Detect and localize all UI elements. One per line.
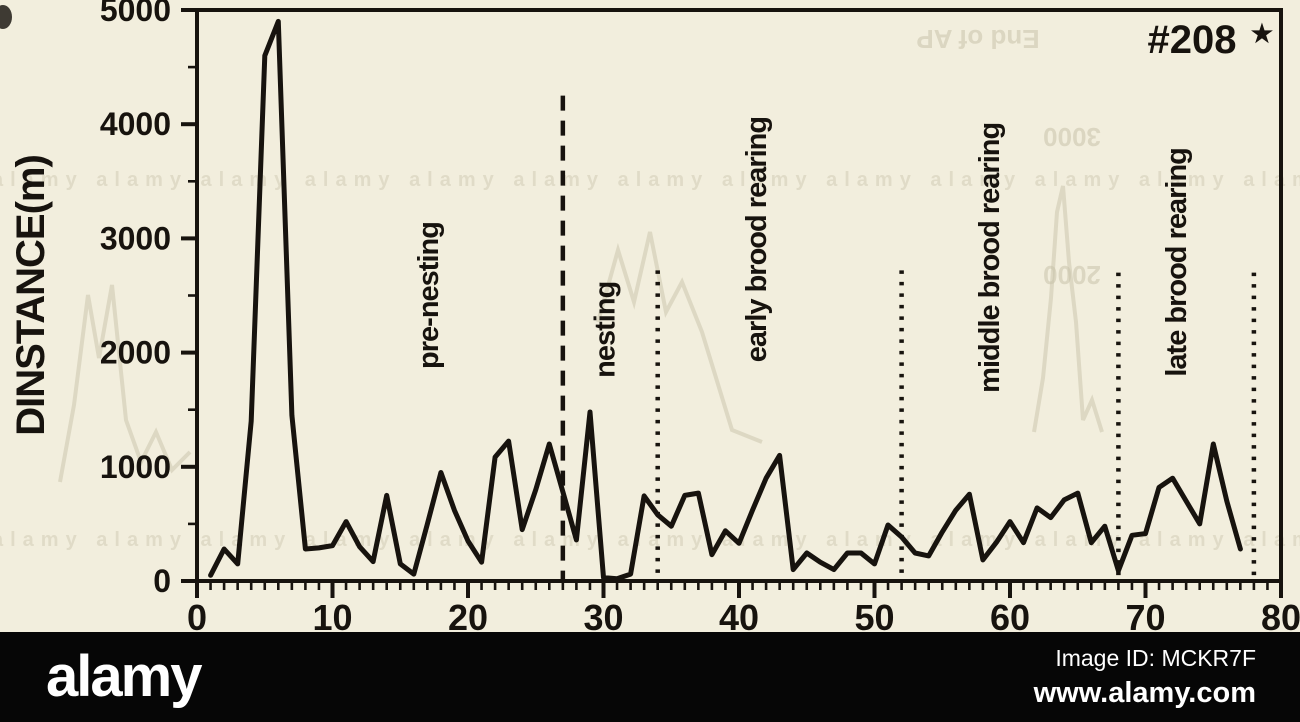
y-tick-label: 1000 <box>100 449 171 485</box>
x-tick-label: 40 <box>719 597 759 632</box>
bleedthrough-ghost-text: End of AP <box>916 24 1039 54</box>
alamy-url-text: www.alamy.com <box>1033 676 1256 709</box>
distance-series-line <box>208 18 1243 582</box>
x-tick-label: 0 <box>187 597 207 632</box>
alamy-logo: alamy <box>46 644 202 709</box>
phase-label: nesting <box>589 282 621 378</box>
scan-corner-smudge <box>0 5 12 29</box>
bleedthrough-ghost-text: 2000 <box>1043 260 1101 290</box>
phase-label: late brood rearing <box>1161 148 1193 377</box>
y-tick-label: 5000 <box>100 0 171 28</box>
x-tick-label: 30 <box>583 597 623 632</box>
y-tick-label: 4000 <box>100 106 171 142</box>
bleedthrough-ghost-curve <box>58 284 192 483</box>
x-tick-label: 60 <box>990 597 1030 632</box>
x-tick-label: 70 <box>1125 597 1165 632</box>
x-tick-label: 80 <box>1261 597 1300 632</box>
bleedthrough-ghost-text: 3000 <box>1043 122 1101 152</box>
phase-label: pre-nesting <box>413 222 445 369</box>
bleedthrough-ghost-curve <box>1032 185 1104 433</box>
x-tick-label: 10 <box>312 597 352 632</box>
image-id-text: Image ID: MCKR7F <box>1055 644 1256 671</box>
phase-label: middle brood rearing <box>974 123 1006 393</box>
y-tick-label: 3000 <box>100 220 171 256</box>
bleedthrough-ghost-curve <box>596 231 763 444</box>
x-tick-label: 50 <box>854 597 894 632</box>
watermark-credits: Image ID: MCKR7F www.alamy.com <box>1034 645 1256 710</box>
bird-id-label: #208 <box>1148 18 1237 62</box>
phase-label: early brood rearing <box>741 117 773 362</box>
star-icon: ★ <box>1251 20 1274 48</box>
alamy-tile-watermark-row: alamy alamy alamy alamy alamy alamy alam… <box>0 169 1300 191</box>
y-tick-label: 0 <box>153 563 171 599</box>
y-tick-label: 2000 <box>100 335 171 371</box>
alamy-watermark-bar: alamy Image ID: MCKR7F www.alamy.com <box>0 632 1300 722</box>
y-axis-title: DINSTANCE(m) <box>9 155 53 436</box>
x-tick-label: 20 <box>448 597 488 632</box>
plot-frame <box>195 8 1283 583</box>
